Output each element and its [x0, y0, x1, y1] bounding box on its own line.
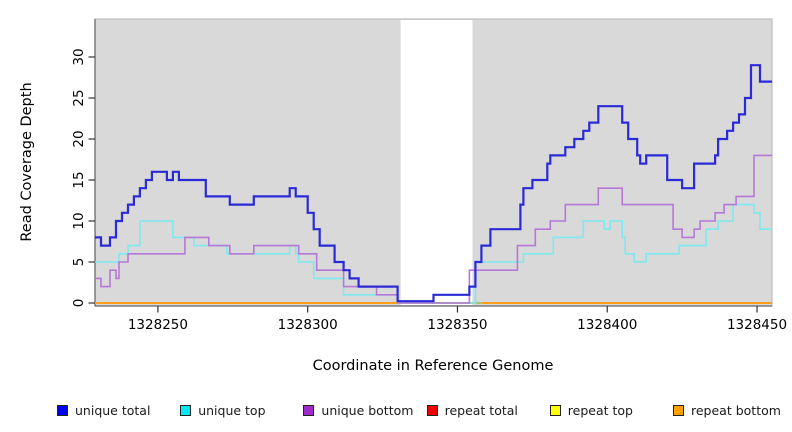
- legend-swatch-icon: [57, 404, 68, 416]
- legend-label: repeat bottom: [691, 402, 781, 418]
- legend-label: repeat total: [444, 402, 518, 418]
- y-tick-label: 5: [71, 258, 87, 267]
- legend-swatch-icon: [426, 404, 438, 416]
- y-axis-label: Read Coverage Depth: [19, 82, 35, 242]
- legend-item-unique-total: unique total: [57, 401, 150, 419]
- legend-swatch-icon: [303, 404, 315, 416]
- legend-item-unique-top: unique top: [180, 401, 266, 419]
- legend-swatch-icon: [673, 404, 684, 416]
- chart-legend: unique total unique top unique bottom repea…: [0, 401, 792, 421]
- x-axis-label: Coordinate in Reference Genome: [312, 358, 554, 374]
- y-tick-label: 0: [71, 299, 87, 308]
- y-tick-label: 30: [71, 48, 87, 65]
- series-unique-top: [95, 203, 772, 304]
- y-tick-label: 15: [71, 171, 87, 188]
- uncovered-region: [400, 20, 473, 305]
- legend-label: unique top: [198, 402, 266, 418]
- y-tick-label: 25: [71, 89, 87, 106]
- legend-swatch-icon: [549, 404, 561, 416]
- x-tick-label: 1328250: [128, 317, 188, 333]
- x-tick-label: 1328300: [278, 317, 338, 333]
- legend-item-repeat-top: repeat top: [549, 401, 633, 419]
- series-unique-total: [95, 64, 772, 303]
- legend-label: unique bottom: [321, 402, 414, 418]
- legend-item-repeat-bottom: repeat bottom: [673, 401, 781, 419]
- legend-item-repeat-total: repeat total: [426, 401, 518, 419]
- legend-item-unique-bottom: unique bottom: [303, 401, 413, 419]
- legend-label: repeat top: [567, 402, 633, 418]
- x-tick-label: 1328400: [577, 317, 637, 333]
- legend-swatch-icon: [180, 404, 192, 416]
- x-tick-label: 1328450: [727, 317, 787, 333]
- y-tick-label: 20: [71, 130, 87, 147]
- legend-label: unique total: [75, 402, 151, 418]
- x-tick-label: 1328350: [427, 317, 487, 333]
- y-tick-label: 10: [71, 212, 87, 229]
